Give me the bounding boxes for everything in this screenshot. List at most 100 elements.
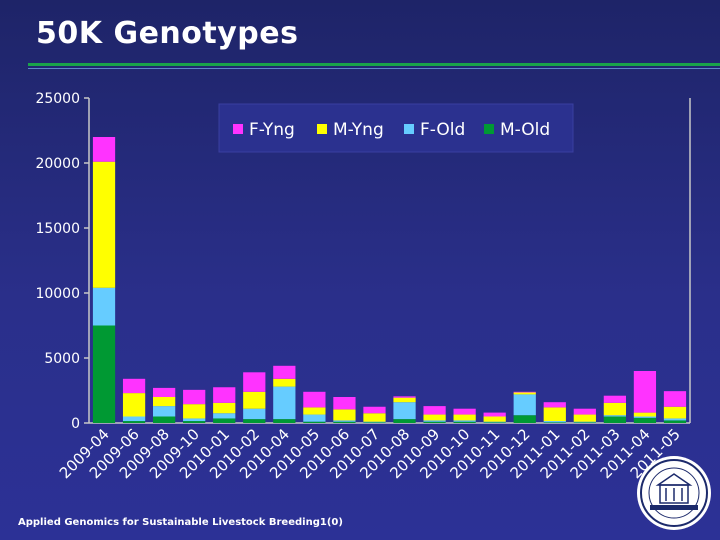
bar-segment-m-old [92, 325, 116, 423]
y-tick-label: 5000 [44, 351, 80, 367]
bar-segment-f-yng [183, 389, 206, 405]
bar-segment-f-yng [122, 378, 146, 394]
bar-segment-m-old [663, 420, 687, 423]
bar-segment-m-old [333, 421, 356, 423]
slide-title: 50K Genotypes [36, 16, 299, 51]
bar-segment-f-old [603, 415, 626, 417]
legend-label: M-Yng [333, 120, 384, 140]
bar-segment-m-old [453, 421, 476, 423]
bar-segment-m-old [122, 421, 146, 423]
bar-segment-m-yng [213, 402, 236, 414]
y-tick-label: 0 [71, 416, 80, 432]
bar-segment-f-yng [603, 395, 626, 403]
bar-segment-f-old [393, 402, 416, 420]
legend-swatch [317, 124, 327, 134]
bar-segment-m-yng [573, 414, 596, 422]
bar-segment-f-old [513, 394, 536, 416]
bar-segment-m-old [543, 422, 566, 423]
bar-segment-f-yng [243, 372, 266, 392]
bar-segment-f-yng [303, 391, 326, 408]
bar-segment-f-yng [633, 371, 657, 413]
bar-segment-f-yng [333, 397, 356, 410]
bar-segment-f-old [633, 416, 657, 418]
bar-segment-f-yng [273, 365, 296, 379]
bar-segment-m-old [273, 419, 296, 423]
bar-segment-f-yng [483, 412, 506, 417]
page-number: 1(0) [319, 517, 343, 528]
legend-label: M-Old [500, 120, 550, 140]
bar-segment-f-old [663, 418, 687, 421]
bar-segment-m-yng [603, 402, 626, 416]
bar-segment-m-old [153, 416, 176, 423]
y-tick-label: 25000 [35, 91, 80, 107]
bar-segment-f-old [573, 421, 596, 423]
title-rule-blue [28, 68, 720, 69]
bar-segment-f-old [273, 386, 296, 420]
legend-swatch [404, 124, 414, 134]
bar-segment-m-old [423, 421, 446, 423]
bar-segment-m-yng [363, 413, 386, 422]
bar-segment-m-yng [333, 409, 356, 421]
footer-text: Applied Genomics for Sustainable Livesto… [18, 517, 320, 528]
bar-segment-m-yng [183, 404, 206, 419]
bar-segment-f-yng [153, 387, 176, 397]
bar-segment-m-yng [122, 393, 146, 417]
bar-segment-f-old [153, 406, 176, 417]
legend-swatch [484, 124, 494, 134]
university-seal-icon [637, 456, 711, 530]
bar-segment-m-old [603, 416, 626, 423]
bar-segment-m-yng [303, 407, 326, 415]
legend-label: F-Old [420, 120, 465, 140]
legend-box [218, 103, 574, 153]
y-tick-label: 15000 [35, 221, 80, 237]
bar-segment-m-old [513, 415, 536, 423]
bar-segment-m-yng [633, 412, 657, 417]
title-rule-green [28, 63, 720, 66]
bar-segment-m-old [243, 419, 266, 423]
bar-segment-m-old [183, 421, 206, 423]
bar-segment-m-yng [153, 397, 176, 407]
bar-segment-f-yng [543, 402, 566, 408]
bar-segment-f-old [183, 418, 206, 422]
bar-segment-f-yng [573, 408, 596, 415]
bar-segment-m-old [303, 421, 326, 423]
bar-segment-f-old [423, 420, 446, 422]
bar-segment-f-yng [513, 391, 536, 393]
bar-segment-m-old [483, 422, 506, 423]
bar-segment-m-yng [92, 161, 116, 288]
bar-segment-m-yng [393, 397, 416, 403]
bar-segment-f-old [543, 421, 566, 423]
y-tick-label: 10000 [35, 286, 80, 302]
bar-segment-f-old [92, 287, 116, 326]
bar-segment-m-yng [513, 392, 536, 395]
y-tick-label: 20000 [35, 156, 80, 172]
bar-segment-m-old [393, 419, 416, 423]
bar-segment-f-yng [423, 406, 446, 415]
bar-segment-m-old [213, 418, 236, 423]
bar-segment-f-yng [213, 387, 236, 403]
bar-segment-f-old [213, 413, 236, 419]
bar-segment-m-yng [663, 406, 687, 419]
bar-segment-f-yng [393, 396, 416, 398]
bar-segment-f-old [243, 408, 266, 420]
slide-footer: Applied Genomics for Sustainable Livesto… [18, 517, 343, 528]
bar-segment-f-old [122, 416, 146, 422]
bar-segment-f-yng [663, 391, 687, 407]
legend-label: F-Yng [249, 120, 295, 140]
bar-segment-f-yng [92, 137, 116, 162]
bar-segment-m-yng [273, 378, 296, 387]
bar-segment-m-old [633, 417, 657, 423]
bar-segment-f-old [333, 420, 356, 422]
bar-segment-f-old [303, 414, 326, 422]
bar-segment-f-old [363, 421, 386, 423]
bar-segment-m-yng [483, 416, 506, 422]
bar-segment-f-old [453, 420, 476, 422]
bar-segment-m-yng [423, 414, 446, 421]
legend-swatch [233, 124, 243, 134]
bar-segment-f-old [483, 421, 506, 423]
bar-segment-m-yng [243, 391, 266, 409]
bar-segment-m-old [573, 422, 596, 423]
bar-segment-f-yng [453, 408, 476, 415]
bar-segment-m-old [363, 422, 386, 423]
